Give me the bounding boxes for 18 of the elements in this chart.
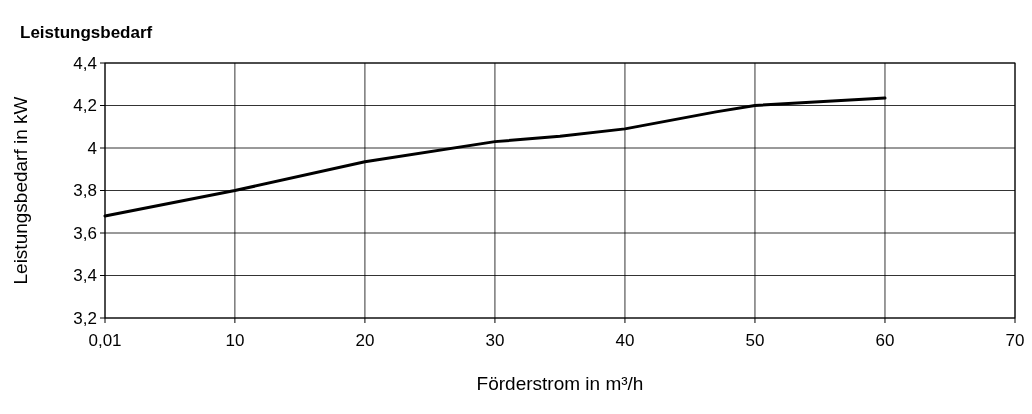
y-tick-label: 3,8: [73, 181, 97, 201]
x-tick-label: 10: [225, 331, 245, 350]
x-tick-label: 0,01: [88, 331, 122, 350]
x-tick-label: 60: [875, 331, 895, 350]
y-tick-label: 4,4: [73, 53, 97, 73]
x-axis-title: Förderstrom in m³/h: [476, 373, 644, 394]
y-tick-label: 3,6: [73, 223, 97, 243]
x-tick-label: 20: [355, 331, 375, 350]
x-tick-label: 30: [485, 331, 505, 350]
chart-title: Leistungsbedarf: [20, 23, 153, 42]
x-tick-label: 40: [615, 331, 635, 350]
y-tick-label: 4: [87, 138, 97, 158]
x-tick-label: 50: [745, 331, 765, 350]
y-tick-label: 4,2: [73, 96, 97, 116]
y-tick-label: 3,2: [73, 308, 97, 328]
y-tick-label: 3,4: [73, 266, 97, 286]
x-tick-label: 70: [1005, 331, 1025, 350]
y-axis-title: Leistungsbedarf in kW: [10, 96, 31, 285]
